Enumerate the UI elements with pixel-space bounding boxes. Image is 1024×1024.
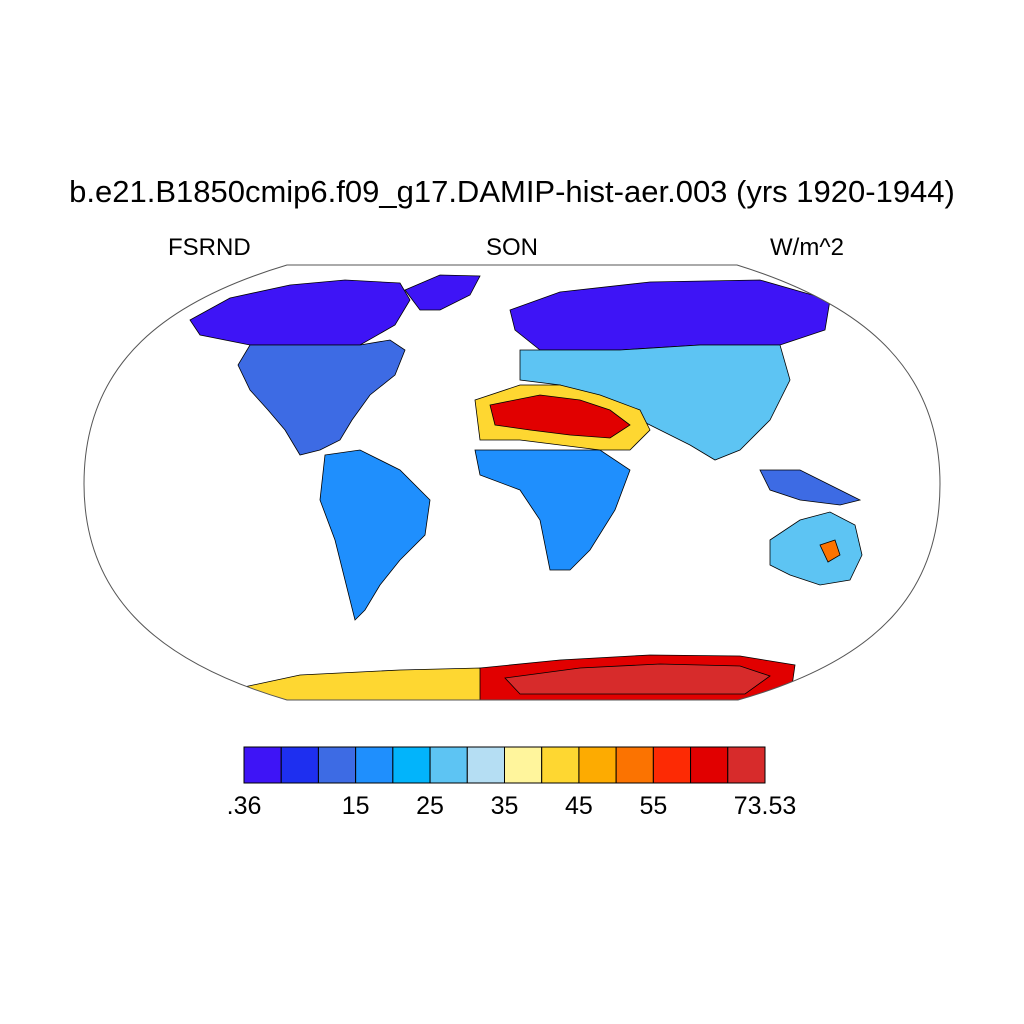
colorbar-swatch bbox=[429, 746, 468, 784]
season-label: SON bbox=[485, 234, 538, 261]
colorbar-swatch bbox=[727, 746, 766, 784]
north-america-arctic-region bbox=[189, 279, 411, 346]
greenland-region bbox=[404, 274, 481, 311]
antarctica-west-region bbox=[229, 667, 491, 700]
colorbar-swatch bbox=[615, 746, 654, 784]
colorbar-tick-label: 35 bbox=[490, 792, 519, 820]
map-border bbox=[83, 264, 941, 701]
colorbar-swatch bbox=[541, 746, 580, 784]
colorbar-swatch bbox=[504, 746, 543, 784]
colorbar-tick-label: 15 bbox=[341, 792, 370, 820]
sahara-hotspot-region bbox=[489, 394, 631, 439]
antarctica-core-region bbox=[504, 663, 771, 695]
units-label: W/m^2 bbox=[770, 234, 844, 261]
eurasia-arctic-region bbox=[509, 279, 831, 351]
colorbar bbox=[243, 746, 766, 784]
colorbar-swatch bbox=[243, 746, 282, 784]
colorbar-tick-label: 25 bbox=[416, 792, 444, 820]
colorbar-tick-label: .36 bbox=[226, 792, 262, 820]
colorbar-swatch bbox=[280, 746, 319, 784]
plot-title: b.e21.B1850cmip6.f09_g17.DAMIP-hist-aer.… bbox=[69, 174, 955, 209]
southeast-asia-region bbox=[759, 469, 862, 506]
colorbar-swatch bbox=[466, 746, 505, 784]
colorbar-swatch bbox=[652, 746, 692, 784]
africa-region bbox=[474, 449, 631, 571]
colorbar-swatch bbox=[392, 746, 431, 784]
south-america-region bbox=[319, 449, 431, 621]
north-america-region bbox=[237, 339, 406, 456]
colorbar-swatch bbox=[355, 746, 394, 784]
colorbar-tick-label: 55 bbox=[639, 792, 668, 820]
map-fields bbox=[189, 274, 863, 700]
australia-hotspot-region bbox=[819, 539, 841, 563]
colorbar-swatch bbox=[578, 746, 617, 784]
variable-label: FSRND bbox=[168, 234, 251, 261]
colorbar-tick-label: 45 bbox=[565, 792, 593, 820]
colorbar-swatch bbox=[317, 746, 357, 784]
colorbar-tick-label: 73.53 bbox=[733, 792, 797, 820]
colorbar-swatch bbox=[690, 746, 729, 784]
australia-region bbox=[769, 511, 863, 586]
